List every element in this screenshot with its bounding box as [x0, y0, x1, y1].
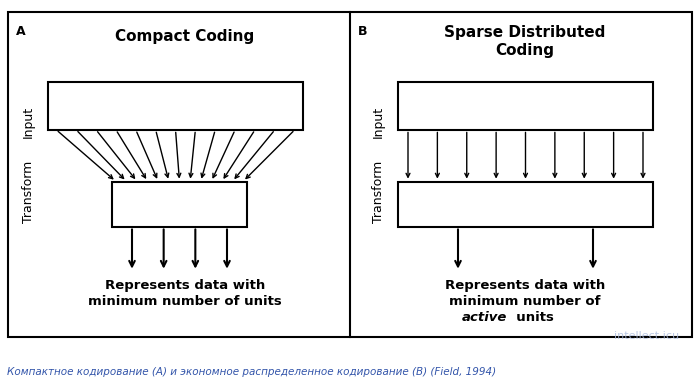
Text: Compact Coding: Compact Coding	[116, 29, 255, 43]
Text: B: B	[358, 24, 368, 38]
Text: Coding: Coding	[496, 43, 554, 57]
Text: Input: Input	[22, 106, 34, 138]
Text: units: units	[507, 310, 554, 324]
Text: Represents data with: Represents data with	[445, 279, 605, 291]
Text: intellect.icu: intellect.icu	[614, 331, 679, 341]
Bar	[112, 182, 247, 227]
Bar	[48, 81, 303, 130]
Text: Input: Input	[372, 106, 384, 138]
Text: active: active	[461, 310, 507, 324]
Text: minimum number of: minimum number of	[449, 294, 601, 308]
Text: A: A	[16, 24, 26, 38]
Text: Transform: Transform	[372, 160, 384, 223]
Text: Sparse Distributed: Sparse Distributed	[444, 24, 606, 40]
Text: Компактное кодирование (A) и экономное распределенное кодирование (B) (Field, 19: Компактное кодирование (A) и экономное р…	[7, 367, 496, 378]
Bar	[398, 182, 653, 227]
Text: minimum number of units: minimum number of units	[88, 294, 282, 308]
Text: Represents data with: Represents data with	[105, 279, 265, 291]
Text: Transform: Transform	[22, 160, 34, 223]
Bar	[398, 81, 653, 130]
